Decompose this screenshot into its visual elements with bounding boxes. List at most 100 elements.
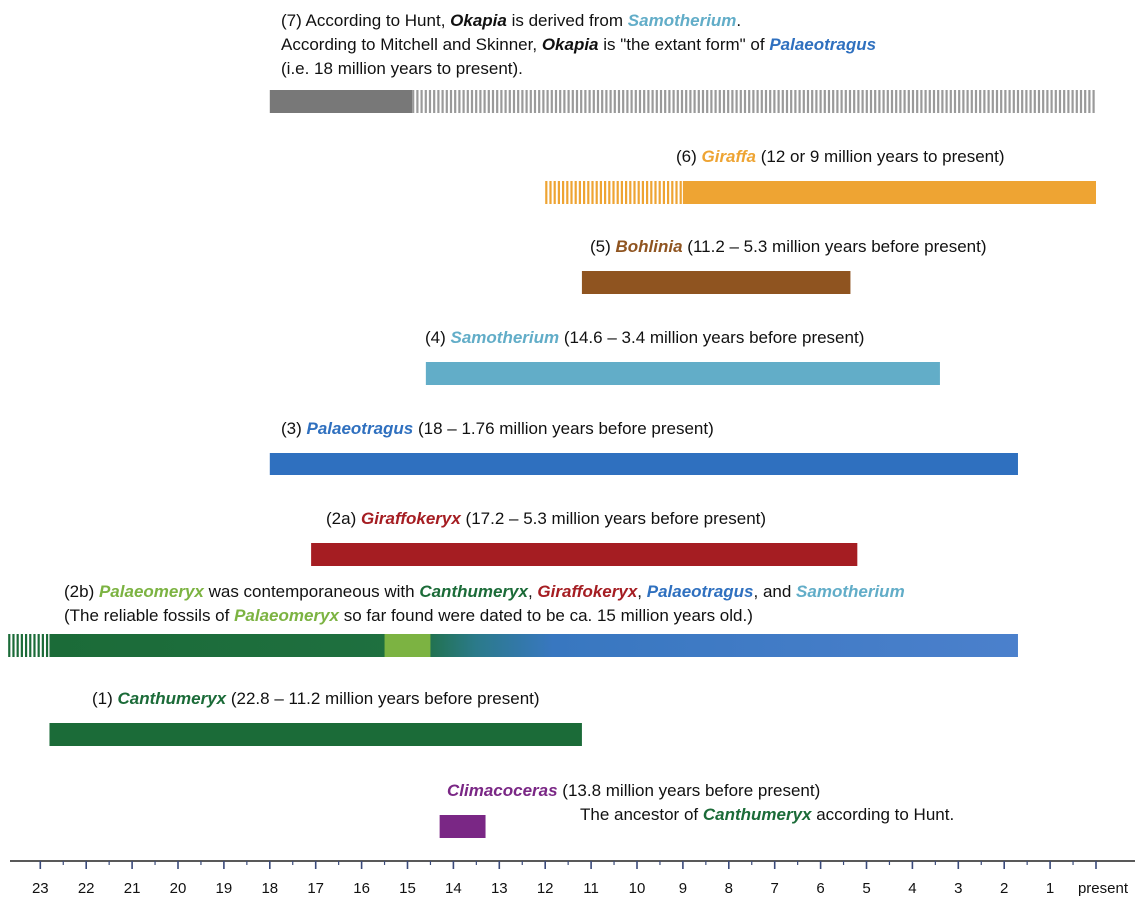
axis-tick-label: present [1078,880,1129,897]
giraffokeryx-range-bar [311,543,858,566]
taxon-name: Okapia [450,11,507,30]
time-axis: 23 22 21 20 19 18 17 16 15 14 13 12 11 10 9 8 7 6 5 4 3 2 1 pre… [10,860,1135,897]
label-text: (14.6 – 3.4 million years before present… [559,328,865,347]
label-text: was contemporaneous with [203,582,420,601]
bohlinia-label-line-0: (5) Bohlinia (11.2 – 5.3 million years b… [590,236,987,258]
label-text: (22.8 – 11.2 million years before presen… [226,689,540,708]
palaeotragus-range-bar [269,453,1018,475]
okapia-range-bar [269,90,1095,113]
palaeotragus-bar-segment-0 [269,453,1018,475]
axis-tick-label: 14 [445,880,462,897]
axis-tick-label: 11 [583,880,599,897]
taxon-name: Palaeotragus [306,419,414,438]
bohlinia-bar-segment-0 [581,271,851,294]
palaeomeryx-bar-segment-1 [49,634,1018,657]
okapia-bar-segment-0 [269,90,413,113]
label-text: (3) [281,419,307,438]
axis-tick-label: 12 [537,880,554,897]
canthumeryx-range-bar [49,723,582,746]
okapia-label-line-2: (i.e. 18 million years to present). [281,58,523,80]
taxon-name: Samotherium [796,582,905,601]
label-text: so far found were dated to be ca. 15 mil… [338,606,753,625]
label-text: (11.2 – 5.3 million years before present… [682,237,987,256]
giraffa-bar-segment-1 [682,181,1096,204]
samotherium-bar-segment-0 [425,362,940,385]
giraffa-label-line-0: (6) Giraffa (12 or 9 million years to pr… [676,146,1005,168]
label-text: (13.8 million years before present) [557,781,821,800]
axis-tick-label: 3 [954,880,962,897]
taxon-name: Climacoceras [447,781,558,800]
label-text: (4) [425,328,451,347]
label-text: , [527,582,538,601]
samotherium-range-bar [425,362,940,385]
label-text: is derived from [506,11,628,30]
axis-tick-label: 16 [353,880,370,897]
label-text: (6) [676,147,702,166]
giraffa-range-bar [545,181,1096,204]
axis-tick-label: 2 [1000,880,1008,897]
label-text: (2a) [326,509,361,528]
palaeotragus-label-line-0: (3) Palaeotragus (18 – 1.76 million year… [281,418,714,440]
axis-tick-label: 5 [862,880,870,897]
label-text: (18 – 1.76 million years before present) [413,419,714,438]
taxon-name: Palaeotragus [646,582,754,601]
label-text: . [736,11,742,30]
taxon-name: Canthumeryx [117,689,227,708]
okapia-label-line-1: According to Mitchell and Skinner, Okapi… [281,34,876,56]
bohlinia-range-bar [581,271,851,294]
giraffokeryx-label-line-0: (2a) Giraffokeryx (17.2 – 5.3 million ye… [326,508,766,530]
climacoceras-bar-segment-0 [439,815,486,838]
axis-tick-label: 20 [170,880,187,897]
taxon-name: Giraffa [701,147,757,166]
label-text: is "the extant form" of [598,35,770,54]
label-text: (17.2 – 5.3 million years before present… [460,509,767,528]
axis-tick-label: 19 [216,880,233,897]
palaeomeryx-bar-segment-2 [384,634,431,657]
label-text: (i.e. 18 million years to present). [281,59,523,78]
palaeomeryx-hatched-segment-0 [8,634,49,657]
axis-tick-label: 15 [399,880,416,897]
label-text: , and [753,582,797,601]
okapia-hatched-segment-1 [412,90,1095,113]
axis-tick-label: 21 [124,880,141,897]
taxon-name: Palaeotragus [769,35,877,54]
taxon-name: Samotherium [450,328,560,347]
axis-tick-label: 23 [32,880,49,897]
label-text: According to Mitchell and Skinner, [281,35,542,54]
axis-tick-label: 17 [307,880,324,897]
taxon-name: Canthumeryx [419,582,528,601]
climacoceras-label-line-1: The ancestor of Canthumeryx according to… [580,804,954,826]
axis-tick-label: 6 [816,880,824,897]
axis-tick-label: 7 [771,880,779,897]
taxon-name: Palaeomeryx [234,606,339,625]
label-text: The ancestor of [580,805,703,824]
axis-tick-label: 8 [725,880,733,897]
taxon-name: Okapia [541,35,599,54]
climacoceras-range-bar [439,815,486,838]
palaeomeryx-label-line-0: (2b) Palaeomeryx was contemporaneous wit… [64,581,905,603]
axis-tick-label: 1 [1046,880,1054,897]
label-text: (2b) [64,582,99,601]
canthumeryx-bar-segment-0 [49,723,582,746]
okapia-label-line-0: (7) According to Hunt, Okapia is derived… [281,10,741,32]
label-text: (1) [92,689,118,708]
label-text: according to Hunt. [811,805,955,824]
label-text: (7) According to Hunt, [281,11,451,30]
palaeomeryx-range-bar [8,634,1018,657]
taxon-name: Canthumeryx [702,805,812,824]
axis-tick-label: 9 [679,880,687,897]
taxon-name: Giraffokeryx [537,582,638,601]
axis-tick-label: 22 [78,880,95,897]
climacoceras-label-line-0: Climacoceras (13.8 million years before … [447,780,820,802]
palaeomeryx-label-line-1: (The reliable fossils of Palaeomeryx so … [64,605,753,627]
label-text: (12 or 9 million years to present) [756,147,1005,166]
taxon-name: Palaeomeryx [98,582,204,601]
axis-tick-label: 18 [261,880,278,897]
axis-tick-label: 4 [908,880,916,897]
taxon-name: Samotherium [627,11,737,30]
axis-tick-label: 13 [491,880,508,897]
giraffa-hatched-segment-0 [545,181,682,204]
taxon-name: Giraffokeryx [360,509,461,528]
label-text: , [637,582,647,601]
samotherium-label-line-0: (4) Samotherium (14.6 – 3.4 million year… [425,327,864,349]
